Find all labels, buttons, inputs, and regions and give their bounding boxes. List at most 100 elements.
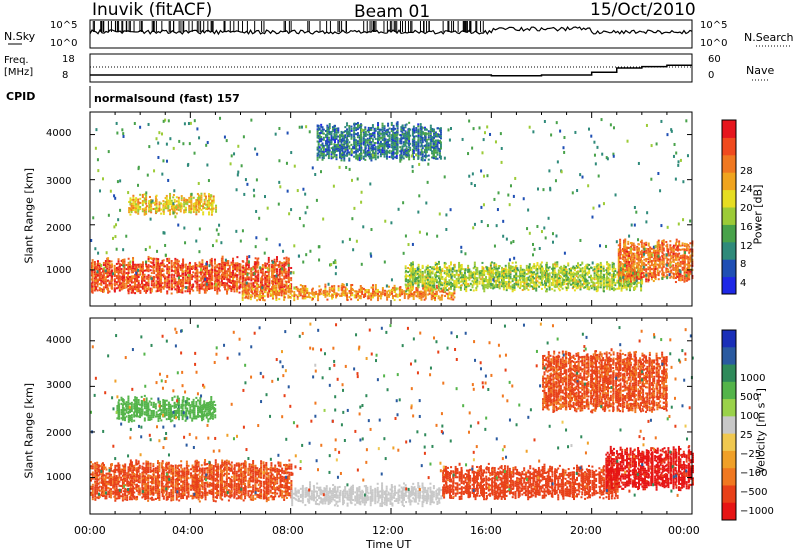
- echo-cell: [272, 278, 275, 281]
- echo-cell: [570, 271, 573, 274]
- echo-cell: [198, 203, 201, 206]
- echo-cell: [267, 291, 270, 294]
- echo-cell: [158, 265, 161, 268]
- echo-cell: [607, 262, 610, 265]
- echo-cell: [264, 283, 267, 286]
- echo-cell: [605, 273, 608, 276]
- echo-cell: [337, 285, 340, 288]
- echo-cell: [536, 274, 539, 277]
- echo-cell: [408, 278, 411, 281]
- echo-cell: [507, 262, 510, 265]
- echo-cell: [448, 297, 451, 300]
- echo-cell: [259, 296, 262, 299]
- echo-cell: [123, 284, 126, 287]
- echo-cell: [381, 289, 384, 292]
- echo-cell: [306, 296, 309, 299]
- echo-cell: [274, 282, 277, 285]
- echo-cell: [194, 264, 197, 267]
- echo-cell: [132, 265, 135, 268]
- echo-cell: [171, 269, 174, 272]
- echo-cell: [674, 281, 677, 284]
- echo-cell: [264, 285, 267, 288]
- echo-cell: [174, 265, 177, 269]
- echo-cell: [205, 267, 208, 270]
- echo-cell: [374, 288, 377, 291]
- echo-cell: [245, 270, 248, 273]
- echo-cell: [482, 281, 485, 284]
- echo-cell: [513, 282, 516, 285]
- echo-cell: [170, 268, 173, 271]
- echo-cell: [444, 278, 447, 281]
- echo-cell: [192, 289, 195, 292]
- echo-cell: [612, 264, 615, 267]
- echo-cell: [443, 278, 446, 281]
- echo-cell: [328, 143, 331, 146]
- echo-cell: [649, 266, 652, 269]
- echo-cell: [636, 247, 639, 250]
- xtick-3: 12:00: [372, 524, 404, 537]
- echo-cell: [408, 288, 411, 291]
- echo-cell: [174, 278, 177, 281]
- echo-cell: [264, 289, 267, 292]
- echo-cell: [281, 286, 284, 289]
- echo-cell: [127, 263, 130, 266]
- echo-cell: [132, 291, 135, 294]
- echo-cell: [246, 263, 249, 266]
- echo-cell: [348, 296, 351, 299]
- echo-cell: [188, 263, 191, 266]
- echo-cell: [539, 271, 542, 274]
- echo-cell: [681, 248, 684, 251]
- echo-cell: [166, 259, 169, 262]
- echo-cell: [530, 268, 533, 271]
- echo-cell: [179, 268, 182, 271]
- echo-cell: [636, 262, 639, 265]
- echo-cell: [495, 269, 498, 272]
- echo-cell: [675, 275, 678, 278]
- echo-cell: [425, 282, 428, 285]
- echo-cell: [649, 272, 652, 275]
- echo-cell: [207, 205, 210, 208]
- echo-cell: [471, 276, 474, 279]
- echo-cell: [458, 286, 461, 289]
- echo-cell: [538, 277, 541, 280]
- echo-cell: [266, 274, 269, 277]
- echo-cell: [274, 262, 277, 265]
- echo-cell: [164, 205, 167, 208]
- echo-cell: [291, 294, 294, 297]
- echo-cell: [107, 261, 110, 264]
- echo-cell: [277, 266, 280, 269]
- echo-cell: [216, 282, 219, 285]
- echo-cell: [628, 252, 631, 255]
- echo-cell: [459, 286, 462, 289]
- echo-cell: [630, 283, 633, 286]
- echo-cell: [620, 289, 623, 292]
- echo-cell: [415, 286, 418, 290]
- echo-cell: [155, 198, 158, 201]
- echo-cell: [319, 292, 322, 295]
- echo-cell: [600, 265, 603, 268]
- echo-cell: [654, 259, 657, 262]
- echo-cell: [465, 279, 468, 282]
- echo-cell: [639, 257, 642, 260]
- echo-cell: [171, 279, 174, 282]
- echo-cell: [625, 248, 628, 251]
- echo-cell: [662, 265, 665, 268]
- echo-cell: [146, 283, 149, 286]
- echo-cell: [645, 268, 648, 271]
- echo-cell: [245, 291, 248, 294]
- echo-cell: [132, 208, 135, 212]
- echo-cell: [444, 276, 447, 279]
- echo-cell: [453, 280, 456, 283]
- echo-cell: [465, 290, 468, 293]
- echo-cell: [162, 263, 165, 266]
- echo-cell: [611, 263, 614, 266]
- echo-cell: [108, 268, 111, 271]
- echo-cell: [588, 286, 591, 289]
- echo-cell: [431, 270, 434, 273]
- echo-cell: [681, 278, 684, 281]
- echo-cell: [341, 283, 344, 286]
- echo-cell: [141, 263, 144, 266]
- echo-cell: [318, 140, 321, 143]
- echo-cell: [410, 276, 413, 279]
- echo-cell: [284, 264, 287, 267]
